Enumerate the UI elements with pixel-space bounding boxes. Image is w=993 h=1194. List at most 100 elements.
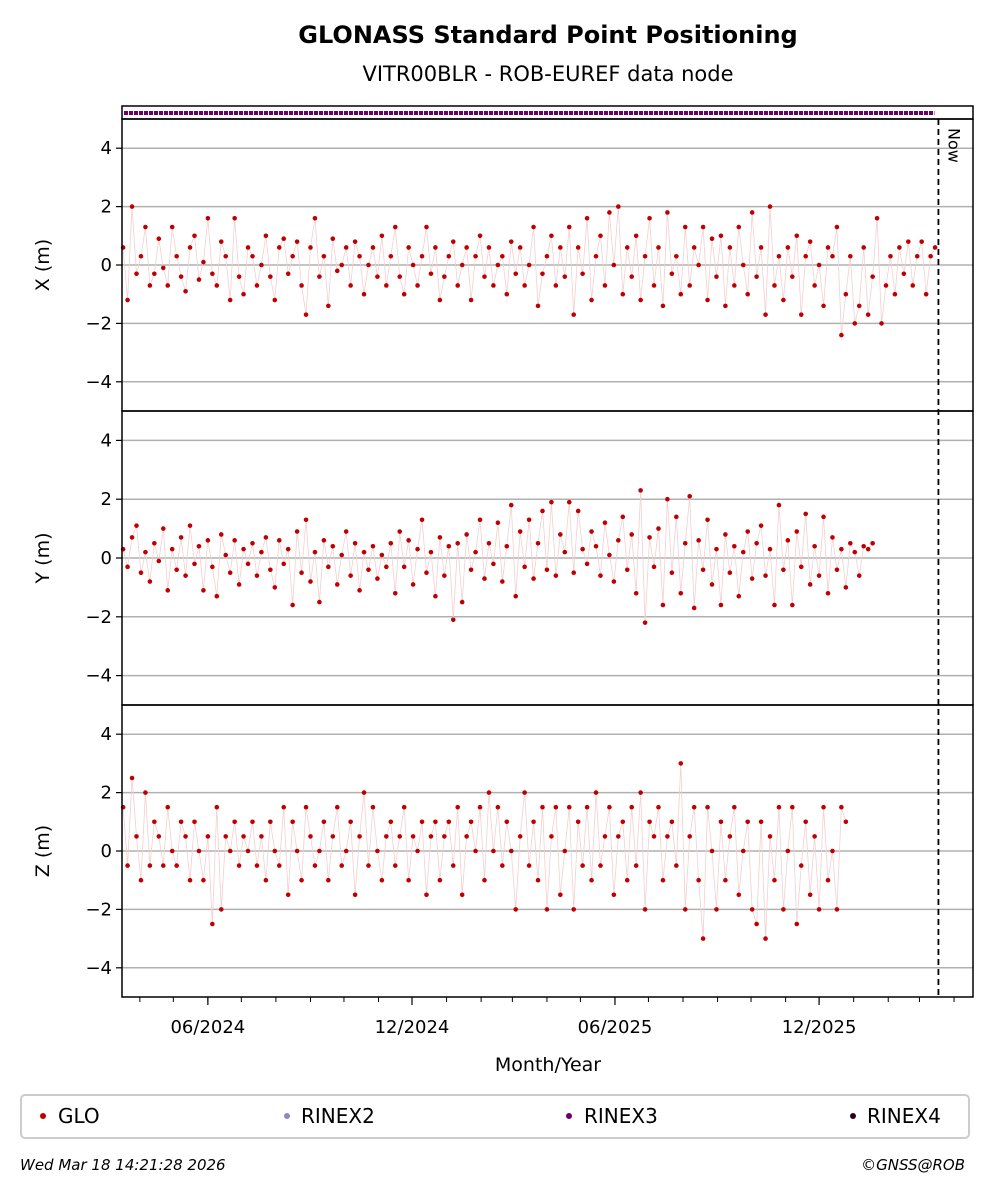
data-point [210, 921, 215, 927]
data-point [562, 274, 568, 279]
legend-item-rinex2: RINEX2 [284, 1104, 375, 1128]
data-point [504, 543, 510, 549]
data-point [549, 834, 554, 839]
data-point [633, 863, 639, 868]
data-point [468, 297, 474, 303]
data-point [531, 819, 536, 825]
data-point [767, 834, 773, 839]
data-point [259, 262, 264, 268]
data-point [602, 834, 608, 839]
data-point [624, 877, 630, 883]
data-point [285, 271, 291, 277]
legend-marker [566, 1113, 572, 1119]
data-point [437, 535, 443, 540]
data-point [459, 599, 465, 605]
data-point [522, 564, 527, 570]
data-point [616, 538, 621, 543]
data-point [629, 274, 635, 279]
data-point [848, 253, 853, 259]
data-point [772, 283, 777, 288]
data-point [856, 303, 862, 309]
data-point [790, 602, 795, 608]
data-point [736, 593, 742, 599]
data-point [718, 233, 724, 239]
data-point [776, 502, 782, 508]
data-point [392, 863, 398, 868]
data-point [678, 590, 684, 596]
data-point [566, 499, 572, 505]
data-point [334, 582, 340, 587]
data-point [143, 224, 148, 230]
data-point [455, 283, 461, 288]
data-point [138, 570, 144, 575]
data-point [339, 863, 345, 868]
data-point [486, 245, 492, 250]
data-point [517, 834, 523, 839]
data-point [415, 283, 420, 288]
data-point [696, 877, 701, 883]
data-point [500, 253, 505, 259]
data-point [245, 848, 251, 854]
data-point [459, 262, 465, 268]
data-point [767, 204, 773, 209]
data-point [419, 253, 425, 259]
data-point [607, 552, 612, 558]
data-point [562, 848, 568, 854]
series-link-line [122, 206, 936, 336]
data-point [138, 253, 144, 259]
data-point [370, 804, 376, 810]
data-point [299, 877, 304, 883]
data-point [526, 863, 532, 868]
data-point [513, 271, 519, 277]
data-point [321, 253, 327, 259]
data-point [705, 297, 710, 303]
data-point [714, 274, 719, 279]
data-point [754, 541, 759, 546]
data-point [455, 804, 461, 810]
y-tick-label: −2 [85, 899, 112, 920]
data-point [700, 567, 706, 573]
data-point [611, 892, 617, 898]
data-point [129, 204, 135, 209]
data-point [544, 567, 550, 573]
data-point [642, 907, 648, 912]
data-point [160, 526, 166, 531]
data-point [491, 561, 496, 567]
data-point [263, 535, 269, 540]
data-point [754, 274, 759, 279]
data-point [830, 848, 835, 854]
data-point [682, 907, 688, 912]
data-point [442, 274, 447, 279]
data-point [125, 297, 130, 303]
data-point [562, 549, 568, 555]
data-point [732, 543, 737, 549]
data-point [491, 283, 496, 288]
data-point [201, 259, 206, 265]
data-point [843, 819, 849, 825]
data-point [589, 297, 594, 303]
data-point [584, 804, 590, 810]
data-point [816, 262, 822, 268]
data-point [839, 804, 844, 810]
data-point [281, 561, 287, 567]
data-point [727, 834, 733, 839]
data-point [187, 877, 193, 883]
data-point [566, 804, 572, 810]
data-point [352, 892, 358, 898]
data-point [602, 520, 608, 526]
data-point [928, 253, 933, 259]
data-point [312, 215, 318, 221]
data-point [165, 804, 171, 810]
data-point [174, 863, 179, 868]
legend-item-rinex4: RINEX4 [850, 1104, 941, 1128]
data-point [482, 877, 487, 883]
data-point [196, 848, 202, 854]
data-point [268, 274, 273, 279]
data-point [495, 520, 501, 526]
data-point [665, 210, 670, 215]
data-point [781, 297, 786, 303]
legend-marker [284, 1113, 290, 1119]
data-point [205, 538, 211, 543]
legend-label: RINEX4 [867, 1104, 941, 1128]
data-point [187, 523, 193, 528]
